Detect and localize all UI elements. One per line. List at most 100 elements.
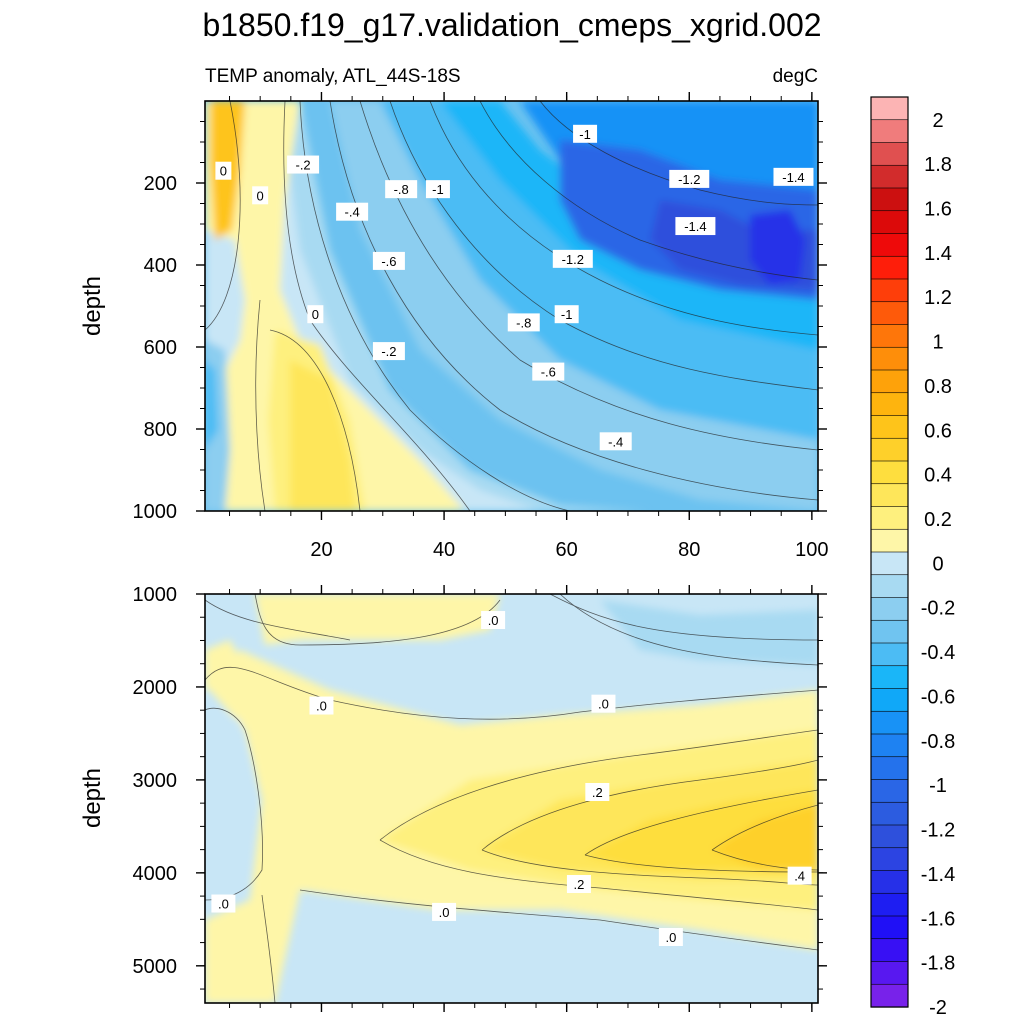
contour-line bbox=[379, 839, 818, 911]
colorbar-swatch bbox=[870, 642, 909, 667]
contour-line bbox=[205, 707, 263, 901]
colorbar-swatch bbox=[870, 574, 909, 599]
contour-label-text: 0 bbox=[220, 164, 227, 179]
contour-label-text: -1.4 bbox=[782, 170, 804, 185]
contour-label-bg bbox=[675, 217, 716, 236]
contour-line bbox=[261, 894, 276, 1003]
colorbar-swatch bbox=[870, 528, 909, 553]
contour-label-bg bbox=[566, 875, 591, 894]
lower-field-left-cold bbox=[205, 710, 250, 900]
colorbar-label: -1.4 bbox=[921, 864, 955, 886]
contour-label-bg bbox=[307, 305, 324, 324]
y-tick-label: 1000 bbox=[133, 584, 178, 606]
colorbar-swatch bbox=[870, 483, 909, 508]
colorbar-swatch bbox=[870, 460, 909, 485]
contour-label: -1 bbox=[425, 180, 450, 199]
contour-label-text: 0 bbox=[257, 188, 264, 203]
contour-label: .2 bbox=[585, 782, 610, 801]
contour-label-bg bbox=[552, 249, 593, 268]
contour-label: -1.4 bbox=[773, 167, 814, 186]
contour-label: -.8 bbox=[385, 180, 418, 199]
contour-label: .0 bbox=[481, 611, 506, 630]
x-tick-label: 80 bbox=[678, 539, 700, 561]
contour-label-text: -.4 bbox=[608, 434, 623, 449]
contour-label: 0 bbox=[252, 186, 269, 205]
colorbar-swatch bbox=[870, 801, 909, 826]
contour-label-bg bbox=[372, 342, 405, 361]
contour-label-bg bbox=[669, 169, 710, 188]
colorbar-swatch bbox=[870, 938, 909, 963]
upper-field-left-blue2 bbox=[205, 360, 218, 450]
colorbar-label: -2 bbox=[929, 997, 947, 1019]
contour-label-bg bbox=[787, 866, 812, 885]
contour-line bbox=[584, 789, 818, 856]
colorbar-label: 0.4 bbox=[924, 465, 952, 487]
colorbar-label: 1.8 bbox=[924, 154, 952, 176]
contour-label-bg bbox=[658, 928, 683, 947]
contour-line bbox=[205, 101, 241, 331]
chart-title: b1850.f19_g17.validation_cmeps_xgrid.002 bbox=[202, 7, 821, 43]
colorbar-swatch bbox=[870, 983, 909, 1008]
x-tick-label: 60 bbox=[556, 539, 578, 561]
colorbar-swatch bbox=[870, 688, 909, 712]
x-tick-label: 100 bbox=[795, 539, 828, 561]
colorbar-swatch bbox=[870, 164, 909, 189]
contour-label: .0 bbox=[658, 928, 683, 947]
contour-label-bg bbox=[573, 124, 598, 143]
contour-label-text: -1 bbox=[432, 182, 444, 197]
colorbar-swatch bbox=[870, 961, 909, 985]
colorbar-swatch bbox=[870, 756, 909, 781]
contour-label-bg bbox=[287, 155, 320, 174]
lower-field-warm-05 bbox=[712, 805, 818, 870]
contour-line bbox=[299, 101, 571, 511]
contour-label-bg bbox=[591, 694, 616, 713]
contour-line bbox=[299, 889, 818, 951]
contour-label-bg bbox=[211, 894, 236, 913]
colorbar-label: 2 bbox=[932, 110, 943, 132]
contour-label: -1 bbox=[573, 124, 598, 143]
contour-label-bg bbox=[507, 313, 540, 332]
contour-label-text: -1.2 bbox=[562, 252, 584, 267]
colorbar-label: 1.6 bbox=[924, 198, 952, 220]
colorbar-swatch bbox=[870, 278, 909, 303]
contour-label-text: -.6 bbox=[381, 254, 396, 269]
contour-label-text: -1 bbox=[561, 307, 573, 322]
colorbar-swatch bbox=[870, 369, 909, 394]
colorbar-label: -1.8 bbox=[921, 953, 955, 975]
units-label: degC bbox=[773, 66, 818, 87]
colorbar-swatch bbox=[870, 619, 909, 644]
contour-label: -.4 bbox=[599, 432, 632, 451]
colorbar-swatch bbox=[870, 187, 909, 212]
colorbar-label: -0.4 bbox=[921, 642, 955, 664]
contour-line bbox=[269, 329, 361, 511]
contour-label-bg bbox=[585, 782, 610, 801]
contour-line bbox=[205, 666, 818, 720]
y-tick-label: 600 bbox=[144, 337, 177, 359]
y-tick-label: 4000 bbox=[133, 863, 178, 885]
lower-field-top-warm bbox=[255, 594, 500, 645]
colorbar-label: -1.6 bbox=[921, 908, 955, 930]
colorbar-swatch bbox=[870, 96, 909, 121]
colorbar-swatch bbox=[870, 415, 909, 439]
colorbar-swatch bbox=[870, 892, 909, 917]
colorbar-label: -1 bbox=[929, 775, 947, 797]
colorbar-label: 1.2 bbox=[924, 287, 952, 309]
contour-label-text: .0 bbox=[316, 699, 327, 714]
contour-label-bg bbox=[554, 305, 579, 324]
x-tick-label: 40 bbox=[433, 539, 455, 561]
colorbar-swatch bbox=[870, 915, 909, 940]
contour-label: -.2 bbox=[372, 342, 405, 361]
colorbar-swatch bbox=[870, 119, 909, 144]
y-tick-label: 200 bbox=[144, 173, 177, 195]
colorbar-swatch bbox=[870, 233, 909, 257]
y-tick-label: 400 bbox=[144, 255, 177, 277]
colorbar-label: 0.6 bbox=[924, 420, 952, 442]
y-tick-label: 800 bbox=[144, 419, 177, 441]
colorbar-label: -0.6 bbox=[921, 686, 955, 708]
contour-label-text: .0 bbox=[665, 930, 676, 945]
contour-line bbox=[205, 599, 351, 641]
contour-label-bg bbox=[252, 186, 269, 205]
lower-plot-frame bbox=[204, 593, 819, 1004]
x-tick-label: 20 bbox=[310, 539, 332, 561]
colorbar-label: -0.8 bbox=[921, 731, 955, 753]
